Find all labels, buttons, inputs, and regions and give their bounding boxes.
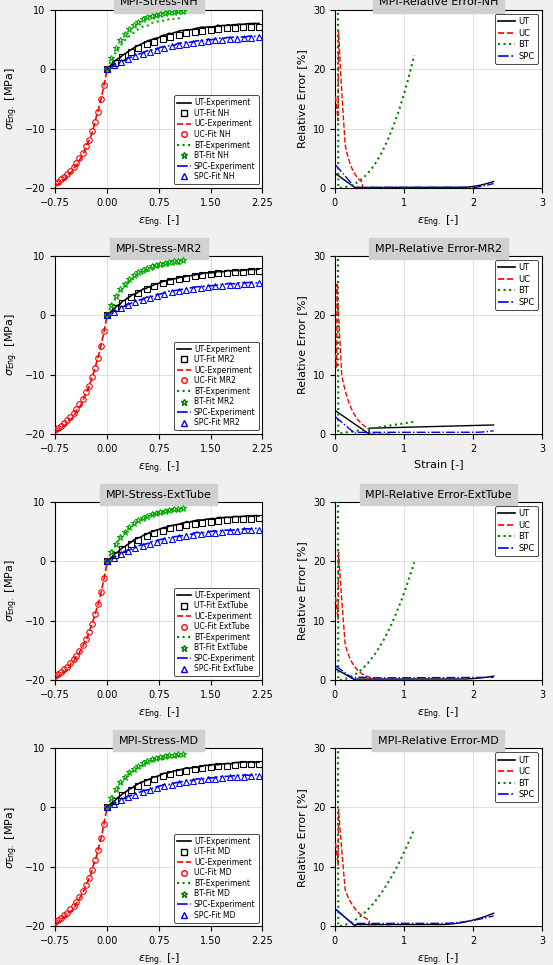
Legend: UT-Experiment, UT-Fit MR2, UC-Experiment, UC-Fit MR2, BT-Experiment, BT-Fit MR2,: UT-Experiment, UT-Fit MR2, UC-Experiment…	[174, 342, 259, 430]
Y-axis label: $\sigma_\mathrm{Eng.}$ [MPa]: $\sigma_\mathrm{Eng.}$ [MPa]	[3, 314, 19, 376]
X-axis label: $\varepsilon_\mathrm{Eng.}$ [-]: $\varepsilon_\mathrm{Eng.}$ [-]	[417, 213, 460, 230]
Y-axis label: Relative Error [%]: Relative Error [%]	[297, 295, 307, 395]
Y-axis label: Relative Error [%]: Relative Error [%]	[297, 49, 307, 149]
Legend: UT-Experiment, UT-Fit ExtTube, UC-Experiment, UC-Fit ExtTube, BT-Experiment, BT-: UT-Experiment, UT-Fit ExtTube, UC-Experi…	[174, 588, 259, 676]
Title: MPI-Stress-NH: MPI-Stress-NH	[119, 0, 198, 8]
Title: MPI-Relative Error-MR2: MPI-Relative Error-MR2	[375, 243, 502, 254]
Title: MPI-Relative Error-MD: MPI-Relative Error-MD	[378, 736, 499, 746]
Legend: UT-Experiment, UT-Fit MD, UC-Experiment, UC-Fit MD, BT-Experiment, BT-Fit MD, SP: UT-Experiment, UT-Fit MD, UC-Experiment,…	[174, 834, 259, 923]
Title: MPI-Stress-MR2: MPI-Stress-MR2	[116, 243, 202, 254]
Legend: UT, UC, BT, SPC: UT, UC, BT, SPC	[495, 260, 538, 310]
X-axis label: $\varepsilon_\mathrm{Eng.}$ [-]: $\varepsilon_\mathrm{Eng.}$ [-]	[138, 459, 180, 476]
Y-axis label: $\sigma_\mathrm{Eng.}$ [MPa]: $\sigma_\mathrm{Eng.}$ [MPa]	[3, 806, 19, 868]
Y-axis label: $\sigma_\mathrm{Eng.}$ [MPa]: $\sigma_\mathrm{Eng.}$ [MPa]	[3, 68, 19, 130]
X-axis label: $\varepsilon_\mathrm{Eng.}$ [-]: $\varepsilon_\mathrm{Eng.}$ [-]	[138, 213, 180, 230]
Legend: UT, UC, BT, SPC: UT, UC, BT, SPC	[495, 506, 538, 556]
X-axis label: Strain [-]: Strain [-]	[414, 459, 463, 469]
Title: MPI-Relative Error-ExtTube: MPI-Relative Error-ExtTube	[365, 490, 512, 500]
Legend: UT, UC, BT, SPC: UT, UC, BT, SPC	[495, 14, 538, 64]
X-axis label: $\varepsilon_\mathrm{Eng.}$ [-]: $\varepsilon_\mathrm{Eng.}$ [-]	[138, 951, 180, 965]
Title: MPI-Relative Error-NH: MPI-Relative Error-NH	[379, 0, 498, 8]
Legend: UT-Experiment, UT-Fit NH, UC-Experiment, UC-Fit NH, BT-Experiment, BT-Fit NH, SP: UT-Experiment, UT-Fit NH, UC-Experiment,…	[174, 96, 259, 184]
Y-axis label: $\sigma_\mathrm{Eng.}$ [MPa]: $\sigma_\mathrm{Eng.}$ [MPa]	[3, 560, 19, 622]
Title: MPI-Stress-MD: MPI-Stress-MD	[119, 736, 199, 746]
Legend: UT, UC, BT, SPC: UT, UC, BT, SPC	[495, 752, 538, 802]
X-axis label: $\varepsilon_\mathrm{Eng.}$ [-]: $\varepsilon_\mathrm{Eng.}$ [-]	[138, 705, 180, 722]
X-axis label: $\varepsilon_\mathrm{Eng.}$ [-]: $\varepsilon_\mathrm{Eng.}$ [-]	[417, 705, 460, 722]
Y-axis label: Relative Error [%]: Relative Error [%]	[297, 541, 307, 641]
Y-axis label: Relative Error [%]: Relative Error [%]	[297, 787, 307, 887]
Title: MPI-Stress-ExtTube: MPI-Stress-ExtTube	[106, 490, 212, 500]
X-axis label: $\varepsilon_\mathrm{Eng.}$ [-]: $\varepsilon_\mathrm{Eng.}$ [-]	[417, 951, 460, 965]
